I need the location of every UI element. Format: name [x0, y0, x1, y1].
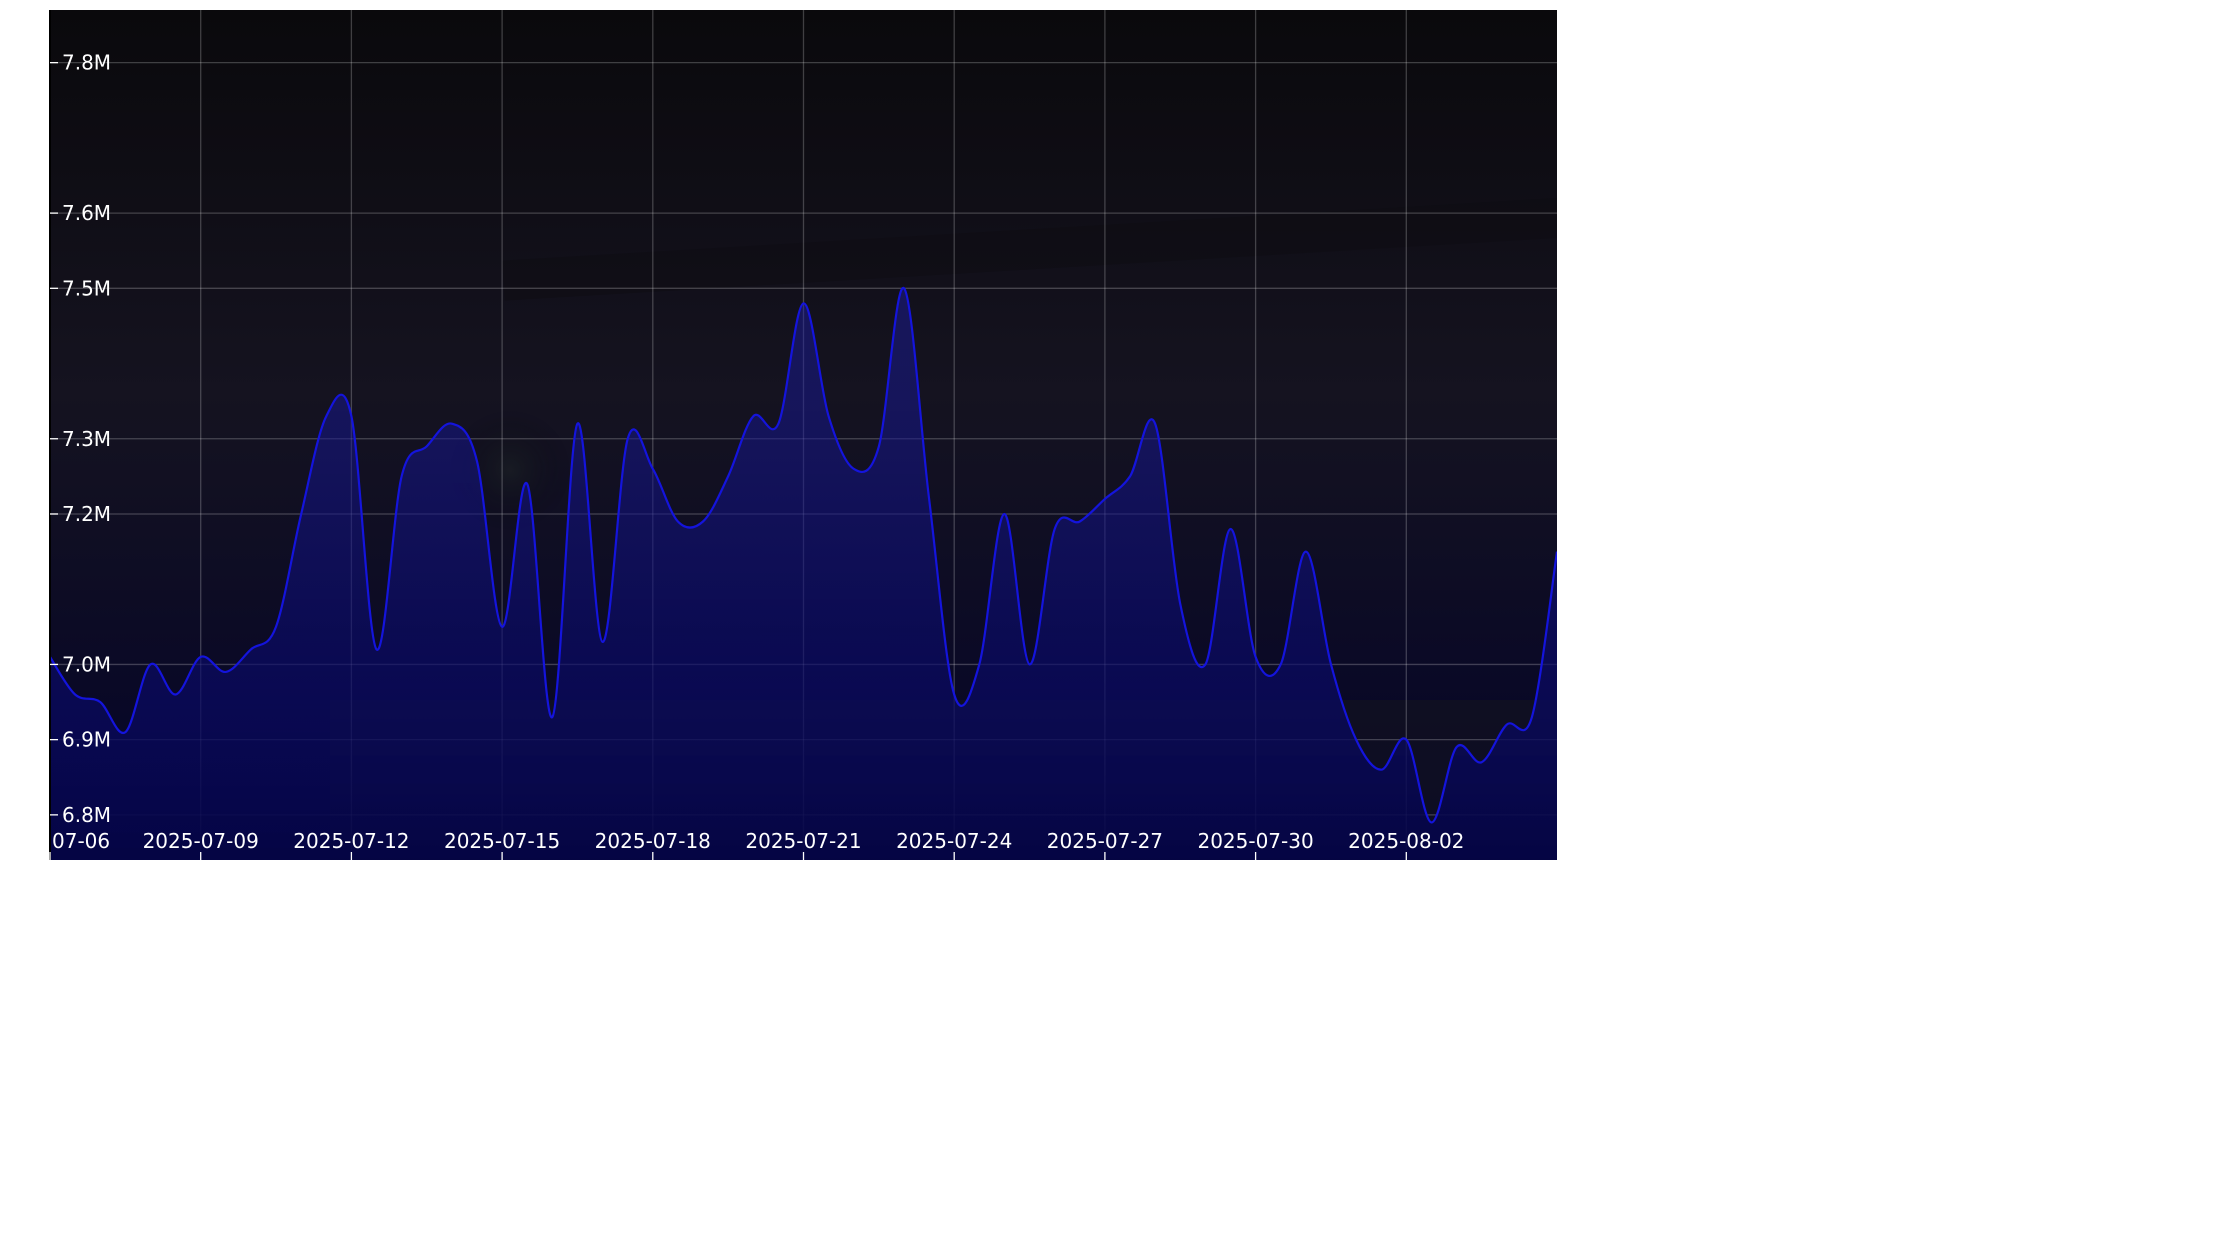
y-tick-label: 6.8M	[62, 803, 111, 827]
x-axis-ticks: 07-06 2025-07-09 2025-07-12 2025-07-15 2025-…	[49, 829, 1464, 860]
series-area-fill	[50, 287, 1557, 860]
y-tick-label: 7.3M	[62, 427, 111, 451]
x-tick-label: 2025-07-12	[293, 829, 409, 853]
y-tick-label: 7.2M	[62, 502, 111, 526]
series-line	[50, 287, 1557, 824]
y-tick-label: 7.6M	[62, 201, 111, 225]
x-tick-label: 07-06	[52, 829, 110, 853]
x-tick-label: 2025-07-15	[444, 829, 560, 853]
x-tick-label: 2025-07-09	[143, 829, 259, 853]
y-tick-label: 7.0M	[62, 652, 111, 676]
x-tick-label: 2025-07-30	[1197, 829, 1313, 853]
y-tick-label: 7.8M	[62, 51, 111, 75]
x-tick-label: 2025-07-21	[745, 829, 861, 853]
x-tick-label: 2025-08-02	[1348, 829, 1464, 853]
y-tick-label: 6.9M	[62, 728, 111, 752]
x-tick-label: 2025-07-24	[896, 829, 1012, 853]
x-tick-label: 2025-07-27	[1047, 829, 1163, 853]
y-tick-label: 7.5M	[62, 276, 111, 300]
y-axis-ticks: 6.8M 6.9M 7.0M 7.2M 7.3M 7.5M 7.6M 7.8M	[50, 51, 111, 827]
x-tick-label: 2025-07-18	[595, 829, 711, 853]
